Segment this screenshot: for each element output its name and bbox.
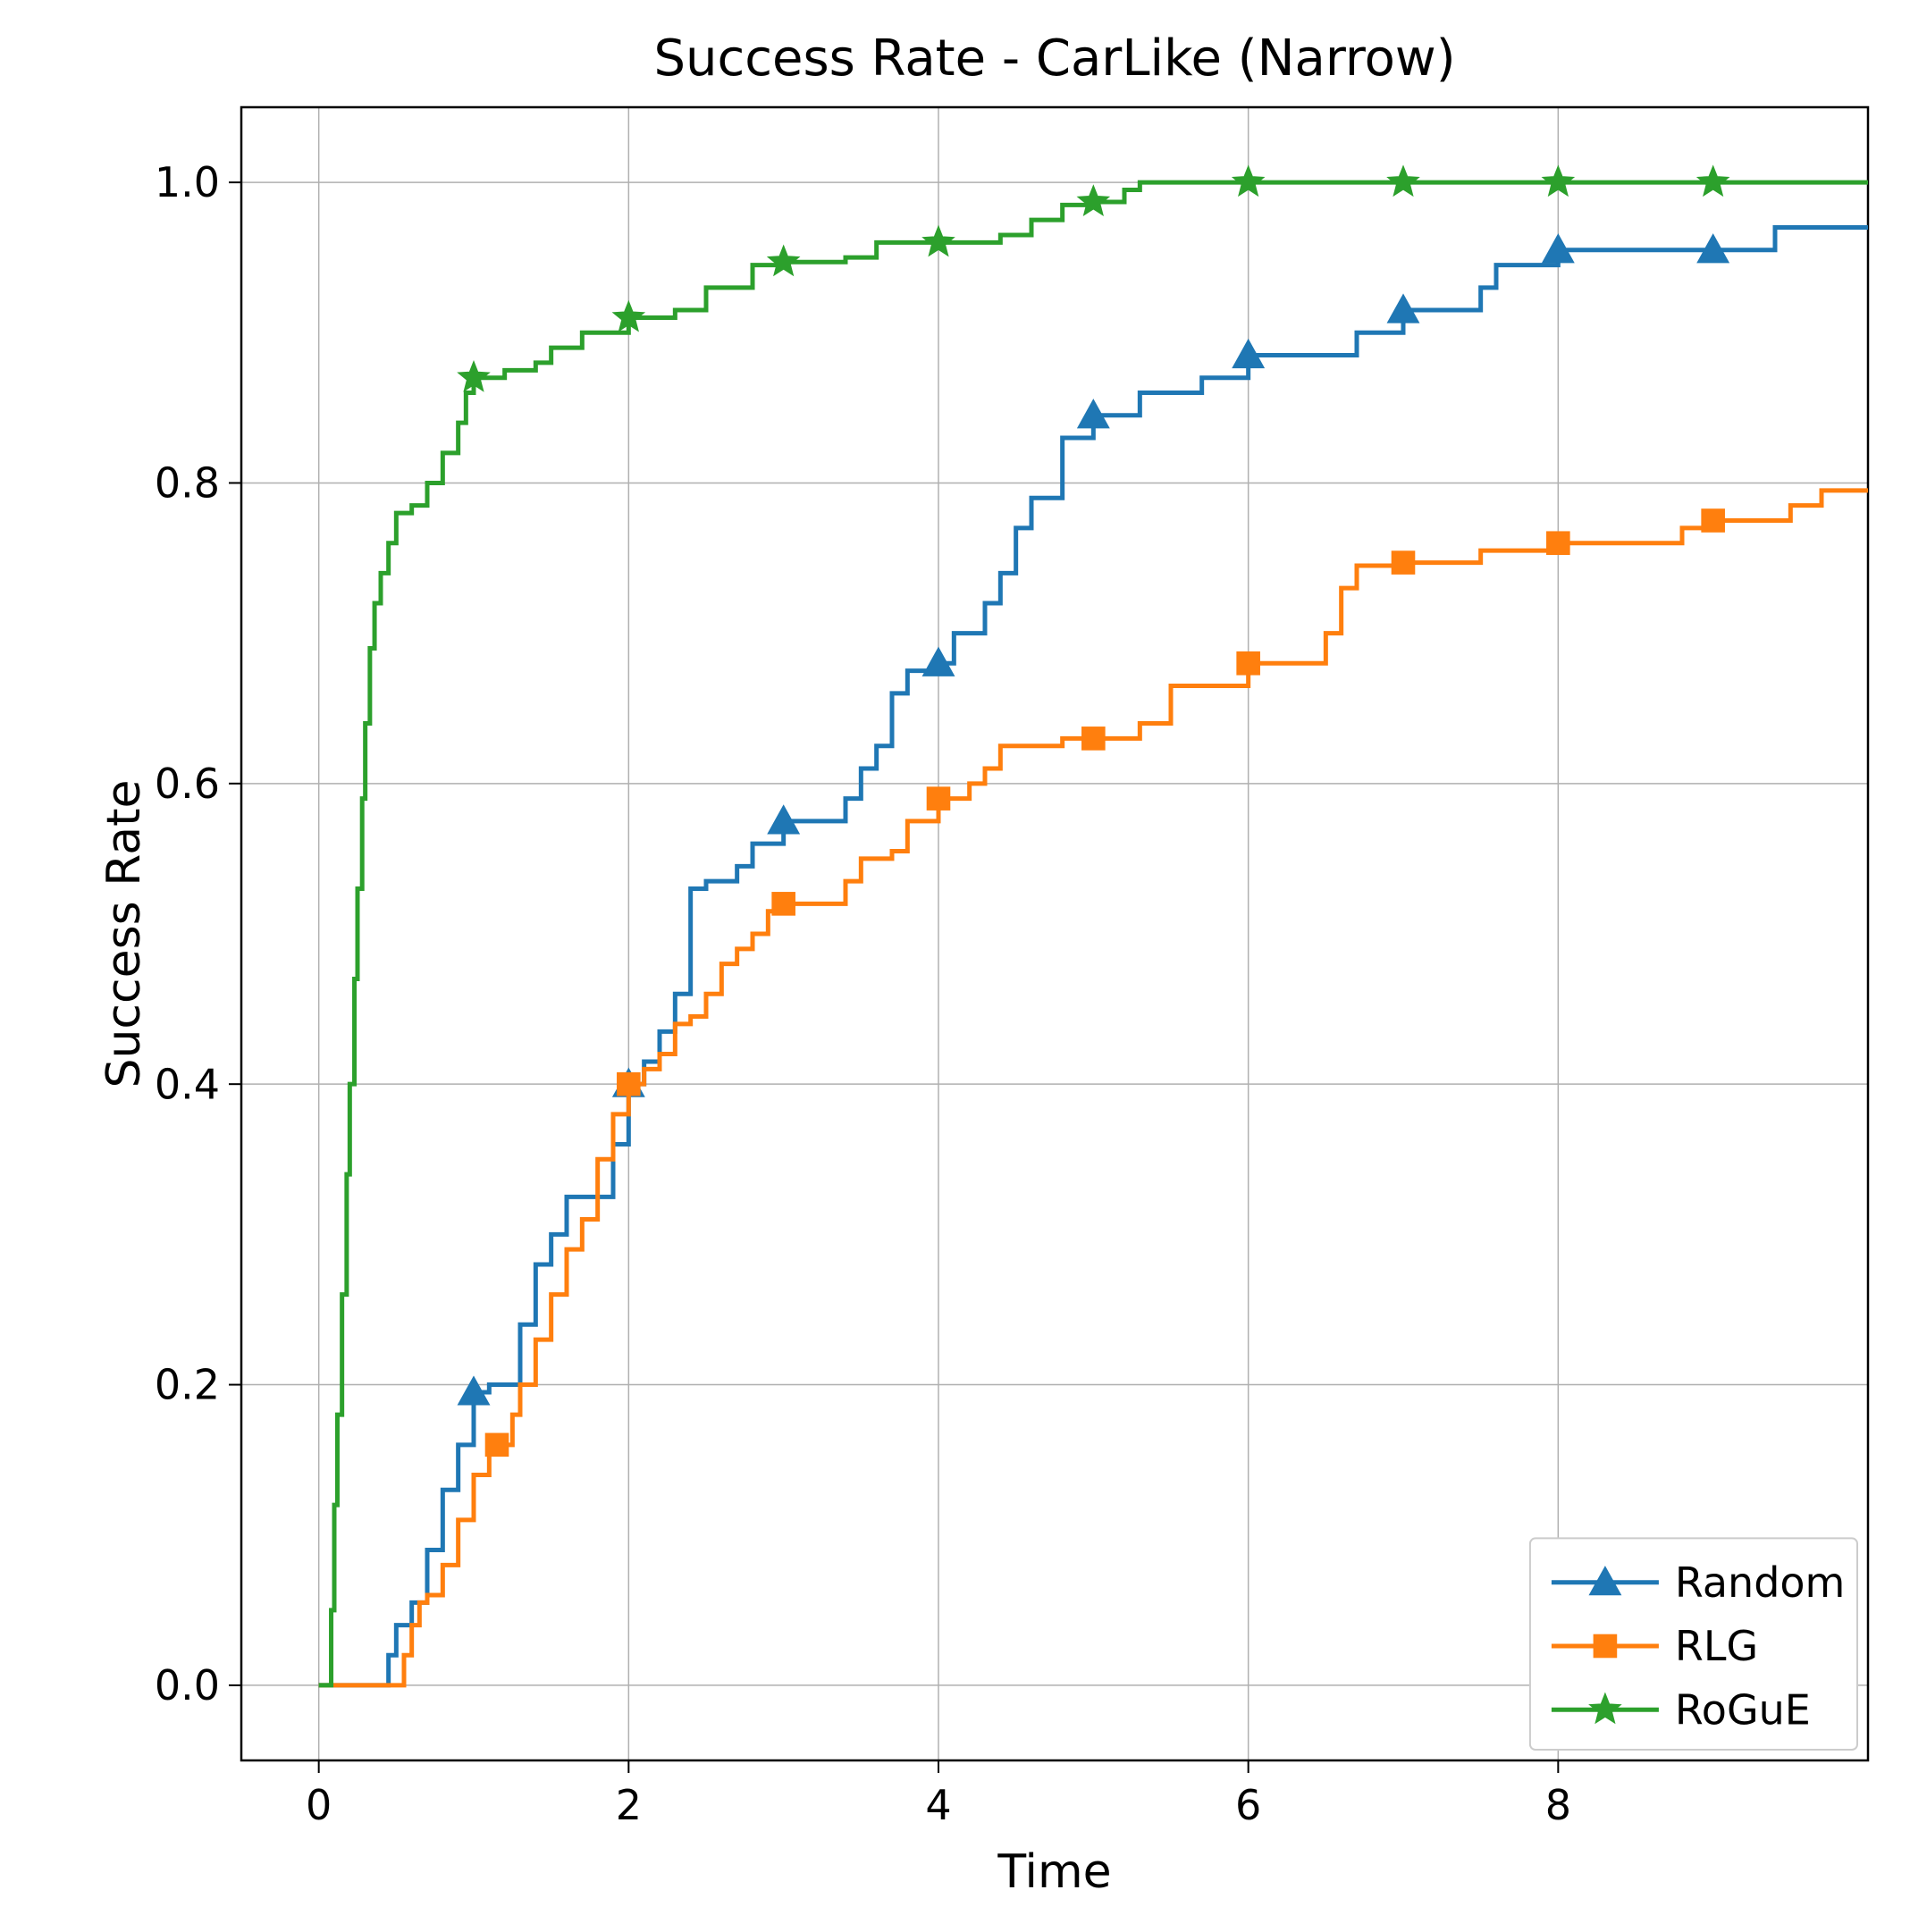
legend: Random RLG RoGuE <box>1530 1538 1857 1750</box>
marker-square <box>485 1433 509 1457</box>
ytick-label: 0.2 <box>155 1361 220 1409</box>
marker-square <box>618 1072 641 1096</box>
ytick-label: 1.0 <box>155 158 220 206</box>
xtick-label: 6 <box>1235 1781 1261 1829</box>
ytick-label: 0.4 <box>155 1060 220 1108</box>
ytick-label: 0.6 <box>155 760 220 808</box>
xtick-label: 8 <box>1545 1781 1571 1829</box>
x-axis-label: Time <box>997 1845 1111 1899</box>
legend-label: RLG <box>1675 1622 1758 1670</box>
xtick-label: 0 <box>306 1781 332 1829</box>
chart-title: Success Rate - CarLike (Narrow) <box>653 29 1455 88</box>
marker-square <box>772 893 795 916</box>
y-axis-label: Success Rate <box>97 779 151 1088</box>
marker-square <box>1594 1634 1617 1658</box>
legend-label: RoGuE <box>1675 1685 1811 1734</box>
marker-square <box>1392 551 1415 575</box>
ytick-label: 0.0 <box>155 1661 220 1709</box>
marker-square <box>1237 651 1260 675</box>
marker-square <box>1082 727 1106 751</box>
marker-square <box>927 787 950 811</box>
chart-svg: 0 2 4 6 8 0.0 0.2 0.4 0.6 0.8 1.0 Time Success Rate S… <box>0 0 1910 1932</box>
xtick-label: 4 <box>925 1781 951 1829</box>
chart-container: 0 2 4 6 8 0.0 0.2 0.4 0.6 0.8 1.0 Time Success Rate S… <box>0 0 1910 1932</box>
marker-square <box>1702 509 1725 533</box>
legend-label: Random <box>1675 1558 1845 1607</box>
marker-square <box>1547 532 1570 555</box>
ytick-label: 0.8 <box>155 459 220 508</box>
xtick-label: 2 <box>616 1781 642 1829</box>
